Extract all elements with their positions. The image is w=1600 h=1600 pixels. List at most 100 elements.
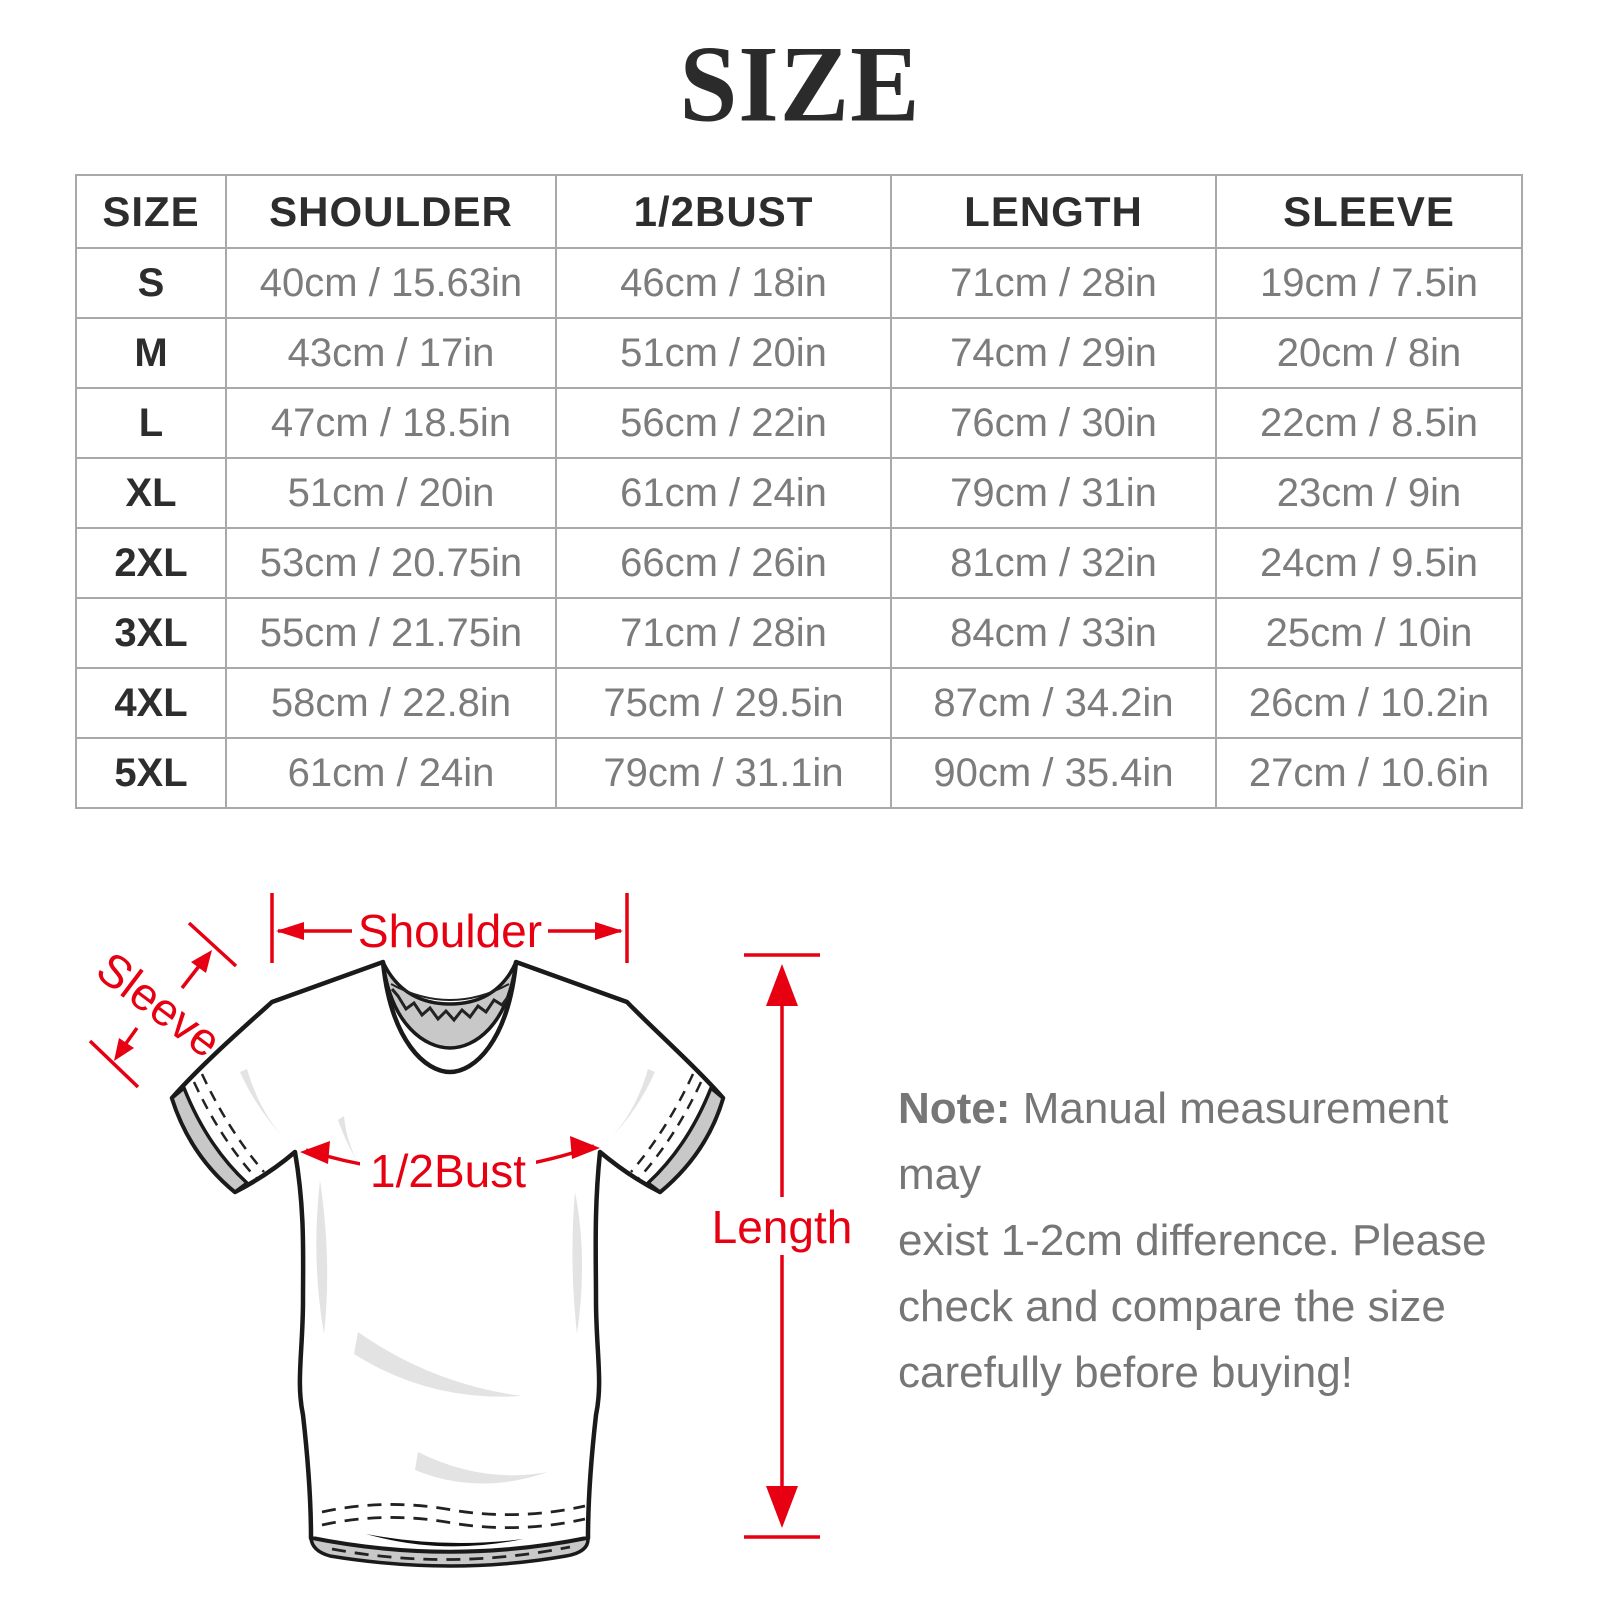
fold-shadow <box>572 1192 583 1334</box>
cell-bust: 75cm / 29.5in <box>555 667 892 739</box>
cell-sleeve: 22cm / 8.5in <box>1215 387 1523 459</box>
left-cuff-stitch <box>200 1073 265 1173</box>
cell-length: 74cm / 29in <box>890 317 1217 389</box>
cell-bust: 71cm / 28in <box>555 597 892 669</box>
collar-tape-line <box>390 983 510 1001</box>
header-shoulder: SHOULDER <box>225 174 557 249</box>
arrowhead-right-icon <box>570 1136 600 1159</box>
cell-length: 71cm / 28in <box>890 247 1217 319</box>
table-header-row: SIZE SHOULDER 1/2BUST LENGTH SLEEVE <box>75 174 1523 249</box>
note-line-text: Manual measurement may <box>898 1084 1449 1199</box>
note-text: Note: Manual measurement may exist 1-2cm … <box>898 1076 1518 1406</box>
hem-band <box>309 1536 590 1568</box>
cell-shoulder: 40cm / 15.63in <box>225 247 557 319</box>
cell-size: 4XL <box>75 667 227 739</box>
cell-sleeve: 27cm / 10.6in <box>1215 737 1523 809</box>
cell-sleeve: 26cm / 10.2in <box>1215 667 1523 739</box>
cell-sleeve: 23cm / 9in <box>1215 457 1523 529</box>
table-row: 4XL 58cm / 22.8in 75cm / 29.5in 87cm / 3… <box>75 667 1523 739</box>
arrowhead-down-icon <box>766 1486 798 1528</box>
hem-fold-line <box>366 1534 523 1547</box>
shoulder-label: Shoulder <box>358 905 542 957</box>
size-table: SIZE SHOULDER 1/2BUST LENGTH SLEEVE S 40… <box>75 174 1523 809</box>
cell-size: S <box>75 247 227 319</box>
cell-bust: 46cm / 18in <box>555 247 892 319</box>
cell-size: XL <box>75 457 227 529</box>
note-prefix: Note: <box>898 1084 1011 1133</box>
arrowhead-up-icon <box>766 964 798 1006</box>
header-length: LENGTH <box>890 174 1217 249</box>
fold-shadow <box>316 1180 328 1334</box>
cell-length: 87cm / 34.2in <box>890 667 1217 739</box>
collar-zigzag-stitch <box>390 988 510 1023</box>
header-size: SIZE <box>75 174 227 249</box>
cell-length: 76cm / 30in <box>890 387 1217 459</box>
shoulder-measure: Shoulder <box>270 893 629 963</box>
bust-label-bg <box>360 1143 536 1199</box>
cell-size: 5XL <box>75 737 227 809</box>
hem-band-stitch <box>331 1545 571 1561</box>
cell-length: 84cm / 33in <box>890 597 1217 669</box>
table-row: 5XL 61cm / 24in 79cm / 31.1in 90cm / 35.… <box>75 737 1523 809</box>
cell-sleeve: 20cm / 8in <box>1215 317 1523 389</box>
sleeve-tick-bottom <box>88 1039 140 1089</box>
right-cuff-stitch <box>630 1073 695 1173</box>
note-line: check and compare the size <box>898 1282 1446 1331</box>
cell-bust: 56cm / 22in <box>555 387 892 459</box>
cell-shoulder: 43cm / 17in <box>225 317 557 389</box>
fold-shadow <box>240 1069 288 1142</box>
cell-length: 79cm / 31in <box>890 457 1217 529</box>
left-cuff-stitch <box>192 1081 257 1179</box>
length-label: Length <box>712 1201 853 1253</box>
sleeve-tick-top <box>187 921 238 968</box>
table-row: 2XL 53cm / 20.75in 66cm / 26in 81cm / 32… <box>75 527 1523 599</box>
sleeve-label: Sleeve <box>87 941 231 1067</box>
cell-shoulder: 47cm / 18.5in <box>225 387 557 459</box>
left-cuff <box>170 1086 249 1194</box>
cell-size: L <box>75 387 227 459</box>
fold-shadow <box>338 1116 376 1186</box>
table-row: S 40cm / 15.63in 46cm / 18in 71cm / 28in… <box>75 247 1523 319</box>
note-line: carefully before buying! <box>898 1348 1353 1397</box>
cell-bust: 66cm / 26in <box>555 527 892 599</box>
cell-sleeve: 24cm / 9.5in <box>1215 527 1523 599</box>
collar-interior <box>381 960 518 1050</box>
header-bust: 1/2BUST <box>555 174 892 249</box>
fold-shadow <box>415 1452 548 1484</box>
fold-shadow <box>354 1332 522 1397</box>
cell-sleeve: 25cm / 10in <box>1215 597 1523 669</box>
cell-shoulder: 58cm / 22.8in <box>225 667 557 739</box>
table-row: L 47cm / 18.5in 56cm / 22in 76cm / 30in … <box>75 387 1523 459</box>
cell-size: 2XL <box>75 527 227 599</box>
note-line: Note: Manual measurement may <box>898 1076 1518 1208</box>
header-sleeve: SLEEVE <box>1215 174 1523 249</box>
length-measure: Length <box>704 953 860 1539</box>
measurement-diagram: Shoulder Sleeve 1/2Bust Length <box>87 893 860 1568</box>
length-label-bg <box>704 1197 860 1255</box>
bust-measure: 1/2Bust <box>300 1136 600 1199</box>
cell-length: 81cm / 32in <box>890 527 1217 599</box>
right-cuff-stitch <box>638 1081 703 1179</box>
shoulder-label-bg <box>352 903 548 959</box>
note-line: exist 1-2cm difference. Please <box>898 1216 1487 1265</box>
cell-shoulder: 55cm / 21.75in <box>225 597 557 669</box>
cell-shoulder: 53cm / 20.75in <box>225 527 557 599</box>
arrowhead-left-icon <box>300 1141 330 1164</box>
cell-shoulder: 51cm / 20in <box>225 457 557 529</box>
bust-label: 1/2Bust <box>370 1145 526 1197</box>
arrowhead-right-icon <box>595 922 623 940</box>
cell-bust: 51cm / 20in <box>555 317 892 389</box>
tshirt-outline <box>169 959 726 1555</box>
table-row: XL 51cm / 20in 61cm / 24in 79cm / 31in 2… <box>75 457 1523 529</box>
page-title: SIZE <box>679 24 921 145</box>
cell-size: 3XL <box>75 597 227 669</box>
table-row: M 43cm / 17in 51cm / 20in 74cm / 29in 20… <box>75 317 1523 389</box>
arrowhead-left-icon <box>276 922 304 940</box>
table-row: 3XL 55cm / 21.75in 71cm / 28in 84cm / 33… <box>75 597 1523 669</box>
arrowhead-down-icon <box>114 1038 134 1061</box>
right-cuff <box>646 1086 725 1194</box>
cell-length: 90cm / 35.4in <box>890 737 1217 809</box>
cell-shoulder: 61cm / 24in <box>225 737 557 809</box>
cell-bust: 61cm / 24in <box>555 457 892 529</box>
